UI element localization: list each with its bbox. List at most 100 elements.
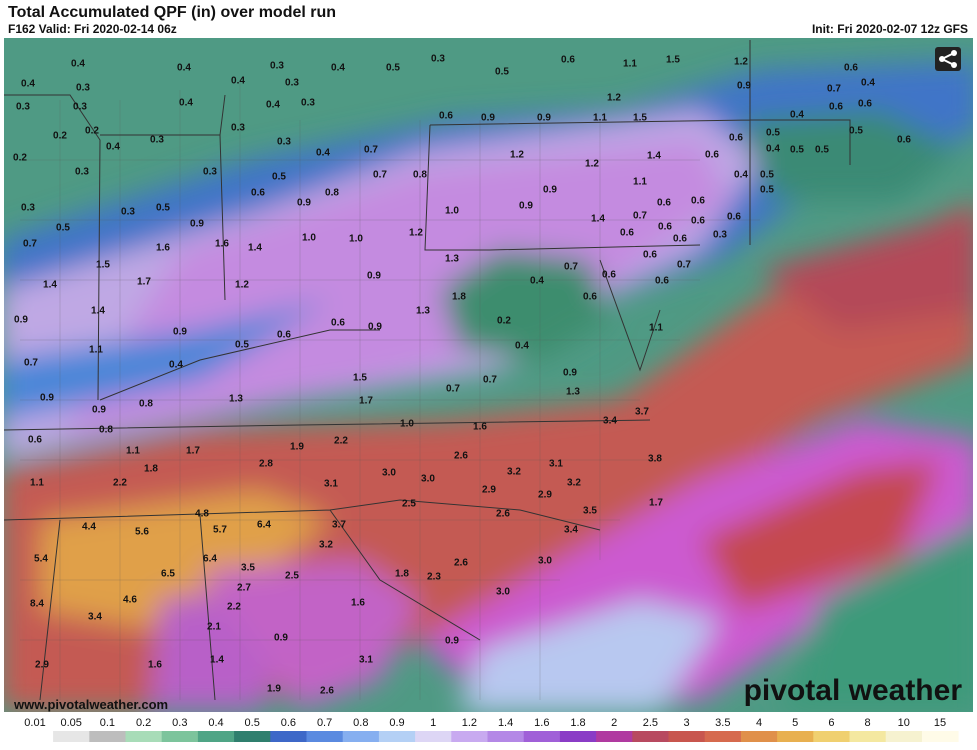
qpf-label: 3.0 — [421, 474, 435, 485]
qpf-label: 0.2 — [85, 126, 99, 137]
qpf-label: 1.2 — [734, 57, 748, 68]
legend-tick-label: 0.9 — [389, 717, 404, 729]
qpf-label: 0.6 — [705, 150, 719, 161]
qpf-label: 0.3 — [277, 137, 291, 148]
legend-tick-label: 0.1 — [100, 717, 115, 729]
qpf-label: 0.7 — [564, 262, 578, 273]
legend-swatch — [161, 731, 199, 742]
legend-tick-label: 1.8 — [570, 717, 585, 729]
qpf-label: 2.5 — [402, 499, 416, 510]
legend-tick-label: 15 — [934, 717, 946, 729]
qpf-label: 0.8 — [139, 399, 153, 410]
qpf-label: 1.5 — [633, 113, 647, 124]
qpf-label: 0.9 — [274, 633, 288, 644]
qpf-label: 1.1 — [89, 345, 103, 356]
qpf-label: 0.9 — [190, 219, 204, 230]
share-button-bg[interactable] — [935, 47, 961, 71]
qpf-label: 1.2 — [585, 159, 599, 170]
qpf-label: 0.3 — [431, 54, 445, 65]
qpf-label: 0.4 — [331, 63, 345, 74]
qpf-label: 1.4 — [248, 243, 262, 254]
qpf-label: 3.4 — [603, 416, 617, 427]
qpf-label: 2.3 — [427, 572, 441, 583]
qpf-label: 0.3 — [231, 123, 245, 134]
legend-tick-label: 0.6 — [281, 717, 296, 729]
qpf-label: 0.3 — [73, 102, 87, 113]
qpf-label: 0.7 — [373, 170, 387, 181]
qpf-label: 0.4 — [316, 148, 330, 159]
qpf-label: 1.4 — [43, 280, 57, 291]
map — [4, 38, 973, 712]
qpf-label: 4.4 — [82, 522, 96, 533]
qpf-label: 0.7 — [364, 145, 378, 156]
qpf-label: 1.7 — [186, 446, 200, 457]
qpf-label: 0.9 — [519, 201, 533, 212]
qpf-label: 1.3 — [445, 254, 459, 265]
legend-swatch — [16, 731, 54, 742]
qpf-label: 0.9 — [92, 405, 106, 416]
qpf-label: 5.4 — [34, 554, 48, 565]
qpf-label: 5.7 — [213, 525, 227, 536]
legend-swatch — [342, 731, 380, 742]
qpf-label: 1.2 — [510, 150, 524, 161]
qpf-label: 2.9 — [538, 490, 552, 501]
logo: pivotal weather — [744, 674, 963, 707]
legend-tick-label: 0.01 — [24, 717, 45, 729]
legend-swatch — [559, 731, 597, 742]
website: www.pivotalweather.com — [13, 697, 168, 712]
qpf-label: 0.4 — [790, 110, 804, 121]
legend-tick-label: 4 — [756, 717, 762, 729]
qpf-label: 0.5 — [790, 145, 804, 156]
legend-tick-label: 3 — [684, 717, 690, 729]
qpf-label: 1.0 — [302, 233, 316, 244]
qpf-label: 1.3 — [416, 306, 430, 317]
qpf-label: 3.1 — [359, 655, 373, 666]
qpf-label: 0.3 — [76, 83, 90, 94]
qpf-label: 0.6 — [897, 135, 911, 146]
qpf-label: 0.9 — [481, 113, 495, 124]
qpf-label: 1.9 — [267, 684, 281, 695]
qpf-label: 0.6 — [439, 111, 453, 122]
qpf-label: 1.1 — [623, 59, 637, 70]
qpf-label: 0.5 — [156, 203, 170, 214]
qpf-label: 0.7 — [677, 260, 691, 271]
qpf-label: 1.0 — [349, 234, 363, 245]
share-button[interactable] — [935, 47, 961, 71]
qpf-label: 0.4 — [169, 360, 183, 371]
qpf-label: 3.1 — [549, 459, 563, 470]
qpf-label: 0.5 — [56, 223, 70, 234]
valid-time: F162 Valid: Fri 2020-02-14 06z — [8, 22, 177, 36]
qpf-label: 0.4 — [530, 276, 544, 287]
qpf-label: 1.8 — [395, 569, 409, 580]
qpf-label: 0.4 — [21, 79, 35, 90]
qpf-label: 0.6 — [655, 276, 669, 287]
qpf-label: 1.5 — [353, 373, 367, 384]
qpf-label: 0.7 — [24, 358, 38, 369]
qpf-label: 0.9 — [173, 327, 187, 338]
qpf-label: 1.7 — [359, 396, 373, 407]
legend-swatch — [125, 731, 163, 742]
qpf-label: 1.4 — [210, 655, 224, 666]
qpf-label: 1.1 — [30, 478, 44, 489]
qpf-label: 1.6 — [351, 598, 365, 609]
legend-swatch — [523, 731, 561, 742]
legend-tick-label: 1.6 — [534, 717, 549, 729]
qpf-label: 0.3 — [301, 98, 315, 109]
qpf-label: 1.4 — [647, 151, 661, 162]
qpf-label: 0.4 — [231, 76, 245, 87]
legend-swatch — [415, 731, 452, 742]
legend-tick-label: 3.5 — [715, 717, 730, 729]
qpf-label: 3.5 — [241, 563, 255, 574]
legend-swatch — [234, 731, 271, 742]
qpf-label: 4.6 — [123, 595, 137, 606]
qpf-label: 6.4 — [257, 520, 271, 531]
qpf-label: 0.6 — [727, 212, 741, 223]
qpf-label: 2.2 — [227, 602, 241, 613]
legend-swatch — [740, 731, 778, 742]
legend-swatch — [306, 731, 344, 742]
qpf-label: 0.2 — [13, 153, 27, 164]
qpf-label: 1.3 — [229, 394, 243, 405]
qpf-label: 3.2 — [567, 478, 581, 489]
qpf-label: 3.7 — [332, 520, 346, 531]
